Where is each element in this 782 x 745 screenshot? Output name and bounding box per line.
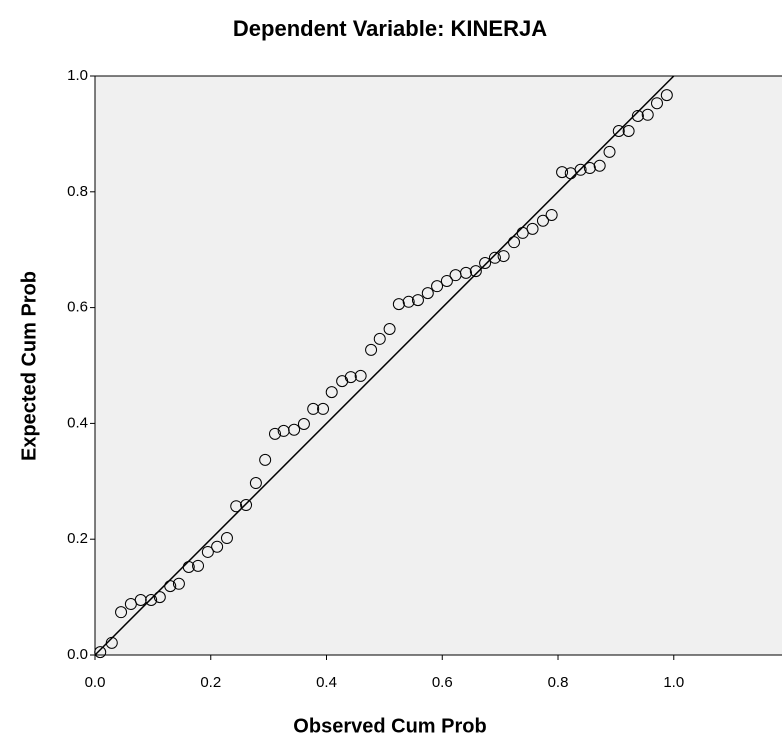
x-tick-label: 0.0 xyxy=(85,674,106,691)
plot-area xyxy=(95,76,782,655)
y-tick-label: 0.2 xyxy=(67,530,88,547)
y-tick-label: 0.8 xyxy=(67,183,88,200)
x-tick-label: 0.2 xyxy=(200,674,221,691)
chart: Dependent Variable: KINERJA Observed Cum… xyxy=(0,0,782,745)
x-tick-label: 1.0 xyxy=(663,674,684,691)
y-axis-label: Expected Cum Prob xyxy=(18,271,40,461)
chart-title: Dependent Variable: KINERJA xyxy=(233,16,547,41)
x-tick-label: 0.8 xyxy=(548,674,569,691)
y-tick-label: 1.0 xyxy=(67,67,88,84)
y-tick-label: 0.0 xyxy=(67,646,88,663)
x-axis-label: Observed Cum Prob xyxy=(293,715,486,737)
x-tick-label: 0.4 xyxy=(316,674,337,691)
y-tick-label: 0.4 xyxy=(67,414,88,431)
y-tick-label: 0.6 xyxy=(67,299,88,316)
x-tick-label: 0.6 xyxy=(432,674,453,691)
